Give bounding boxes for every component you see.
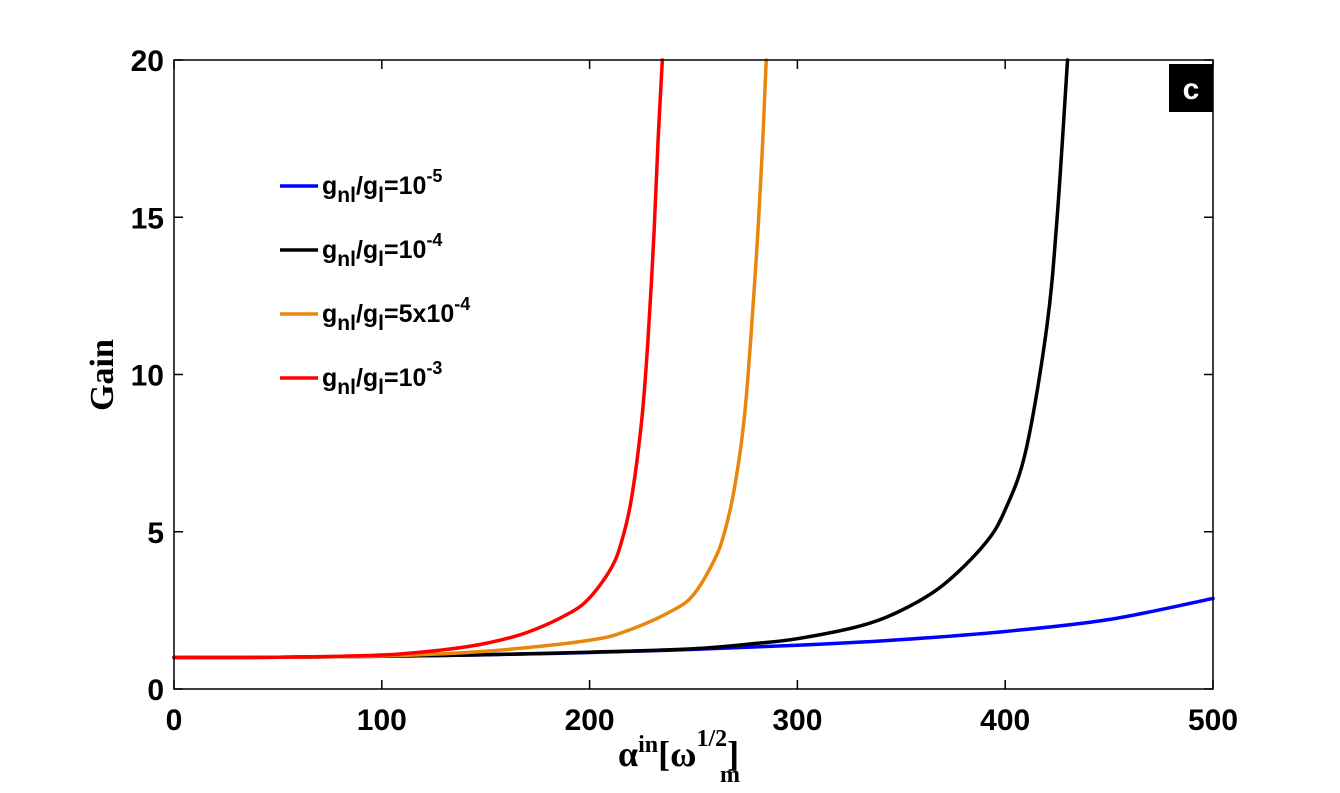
x-tick-label: 500: [1188, 704, 1238, 737]
x-label-omega-sup: 1/2: [696, 726, 727, 752]
legend-label: gnl/gl=5x10-4: [322, 294, 470, 335]
panel-badge: c: [1169, 64, 1213, 112]
x-label-alpha-sup: in: [638, 732, 658, 758]
x-label-omega-sub: m: [720, 762, 740, 788]
series-line-3: [172, 58, 768, 660]
y-tick-label: 0: [147, 674, 164, 707]
x-tick-label: 100: [357, 704, 407, 737]
x-label-omega: ω: [670, 734, 696, 774]
legend-label: gnl/gl=10-5: [322, 166, 442, 207]
legend-label: gnl/gl=10-3: [322, 358, 442, 399]
x-tick-label: 200: [565, 704, 615, 737]
legend-item-2: gnl/gl=10-4: [280, 230, 442, 271]
x-tick-label: 300: [772, 704, 822, 737]
series-line-4: [172, 58, 665, 660]
panel-letter: c: [1183, 73, 1200, 106]
legend-item-3: gnl/gl=5x10-4: [280, 294, 470, 335]
legend-item-4: gnl/gl=10-3: [280, 358, 442, 399]
y-tick-label: 15: [131, 202, 164, 235]
x-label-bracket-open: [: [658, 734, 670, 774]
legend-label: gnl/gl=10-4: [322, 230, 442, 271]
x-tick-label: 0: [166, 704, 183, 737]
series-layer: [172, 58, 1215, 660]
panel-badge-bg: [1169, 64, 1213, 112]
y-tick-label: 10: [131, 360, 164, 393]
x-label-alpha: α: [618, 734, 638, 774]
y-tick-label: 5: [147, 517, 164, 550]
legend-item-1: gnl/gl=10-5: [280, 166, 442, 207]
tick-layer: 0 100 200 300 400 500 0 5 10 15 20: [131, 45, 1238, 737]
x-label-bracket-close: ]: [727, 734, 739, 774]
y-axis-label: Gain: [84, 339, 121, 411]
x-axis-label: αin[ω1/2]: [618, 726, 739, 774]
series-line-2: [172, 58, 1070, 660]
y-tick-label: 20: [131, 45, 164, 78]
legend: gnl/gl=10-5 gnl/gl=10-4 gnl/gl=5x10-4 gnl/g…: [280, 166, 470, 399]
x-tick-label: 400: [980, 704, 1030, 737]
